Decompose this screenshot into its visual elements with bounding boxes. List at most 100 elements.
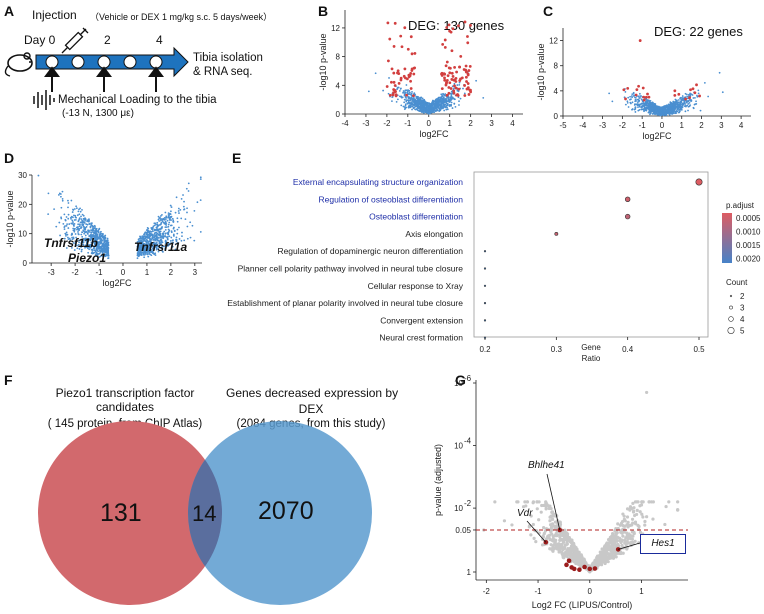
ns-point — [451, 107, 454, 109]
y-tick-label-exponent: -6 — [464, 374, 472, 383]
x-tick-label: 0 — [427, 119, 432, 128]
ns-point — [475, 79, 478, 82]
ns-point — [550, 510, 555, 514]
x-tick-label: 1 — [639, 587, 644, 596]
deg-point — [412, 94, 415, 98]
ns-point — [422, 107, 425, 110]
ns-point — [407, 101, 410, 104]
ns-point — [635, 508, 639, 512]
deg-point — [452, 89, 456, 93]
ns-point — [641, 515, 645, 519]
ns-point — [721, 91, 724, 94]
y-tick-label: 8 — [336, 53, 341, 62]
deg-point — [409, 72, 413, 75]
ns-point — [431, 105, 434, 108]
ns-point — [534, 540, 538, 544]
ns-point — [561, 540, 566, 544]
deg-point — [454, 86, 458, 90]
deg-point — [397, 81, 401, 85]
ns-point — [558, 538, 562, 542]
ns-point — [606, 541, 610, 546]
panel-label-c: C — [543, 3, 554, 19]
ns-point — [608, 556, 612, 561]
ns-point — [651, 517, 655, 521]
ns-point — [442, 105, 445, 107]
ns-point — [640, 512, 644, 516]
deg-point — [457, 24, 460, 28]
day-4-label: 4 — [156, 33, 163, 47]
ns-point — [403, 91, 406, 94]
x-tick-label: 2 — [468, 119, 473, 128]
deg-point — [396, 69, 400, 73]
ns-point — [676, 500, 680, 504]
ns-point — [664, 504, 668, 509]
ns-point — [594, 560, 598, 564]
ns-point — [405, 99, 408, 102]
ns-point — [625, 515, 630, 519]
deg-point — [386, 59, 390, 63]
y-tick-label: 1 — [467, 568, 472, 577]
ns-point — [367, 90, 370, 93]
ns-point — [411, 102, 414, 105]
data-points — [367, 20, 485, 115]
x-tick-label: -1 — [404, 119, 412, 128]
deg-point — [453, 65, 456, 69]
ns-point — [437, 97, 440, 100]
gene-label-hes1: Hes1 — [640, 534, 686, 554]
deg-point — [392, 71, 396, 75]
deg-point — [454, 80, 458, 83]
ns-point — [434, 99, 437, 102]
panel-c-deg-count: DEG: 22 genes — [654, 24, 743, 39]
x-tick-label: -3 — [362, 119, 370, 128]
deg-point — [468, 65, 472, 68]
ns-point — [603, 552, 607, 556]
ns-point — [549, 514, 553, 518]
y-tick-label: 12 — [549, 37, 558, 46]
ns-point — [426, 111, 429, 114]
ns-point — [555, 533, 559, 538]
ns-point — [449, 98, 452, 101]
ns-point — [410, 97, 413, 100]
ns-point — [404, 92, 406, 95]
deg-point — [392, 91, 395, 94]
ns-point — [458, 104, 460, 106]
ns-point — [617, 544, 621, 548]
ns-point — [628, 533, 632, 537]
ns-point — [406, 90, 409, 93]
ns-point — [611, 543, 616, 547]
outcome-line-1: Tibia isolation — [193, 52, 263, 64]
ns-point — [428, 111, 431, 113]
deg-point — [458, 79, 462, 83]
ns-point — [446, 96, 449, 99]
ns-point — [647, 500, 651, 504]
deg-point — [443, 45, 447, 49]
x-axis-title: log2FC — [642, 131, 672, 141]
ns-point — [616, 551, 621, 555]
ns-point — [549, 543, 553, 547]
ns-point — [420, 105, 423, 108]
ns-point — [411, 108, 413, 111]
deg-point — [391, 93, 395, 97]
deg-point — [448, 71, 452, 75]
ns-point — [451, 96, 454, 99]
ns-point — [449, 96, 451, 99]
ns-point — [493, 500, 497, 504]
x-tick-label: 1 — [447, 119, 452, 128]
ns-point — [419, 107, 422, 109]
ns-point — [446, 102, 449, 105]
ns-point — [408, 91, 411, 94]
deg-point — [451, 75, 455, 78]
ns-point — [401, 96, 404, 99]
deg-point — [413, 52, 417, 55]
ns-point — [544, 502, 548, 506]
ns-point — [570, 538, 574, 542]
ns-point — [450, 103, 453, 106]
deg-point — [443, 72, 447, 76]
ns-point — [420, 110, 423, 113]
deg-point — [452, 91, 456, 95]
ns-point — [432, 111, 435, 113]
ns-point — [614, 534, 618, 538]
ns-point — [576, 551, 580, 556]
deg-point — [399, 34, 403, 38]
deg-point — [466, 87, 470, 90]
